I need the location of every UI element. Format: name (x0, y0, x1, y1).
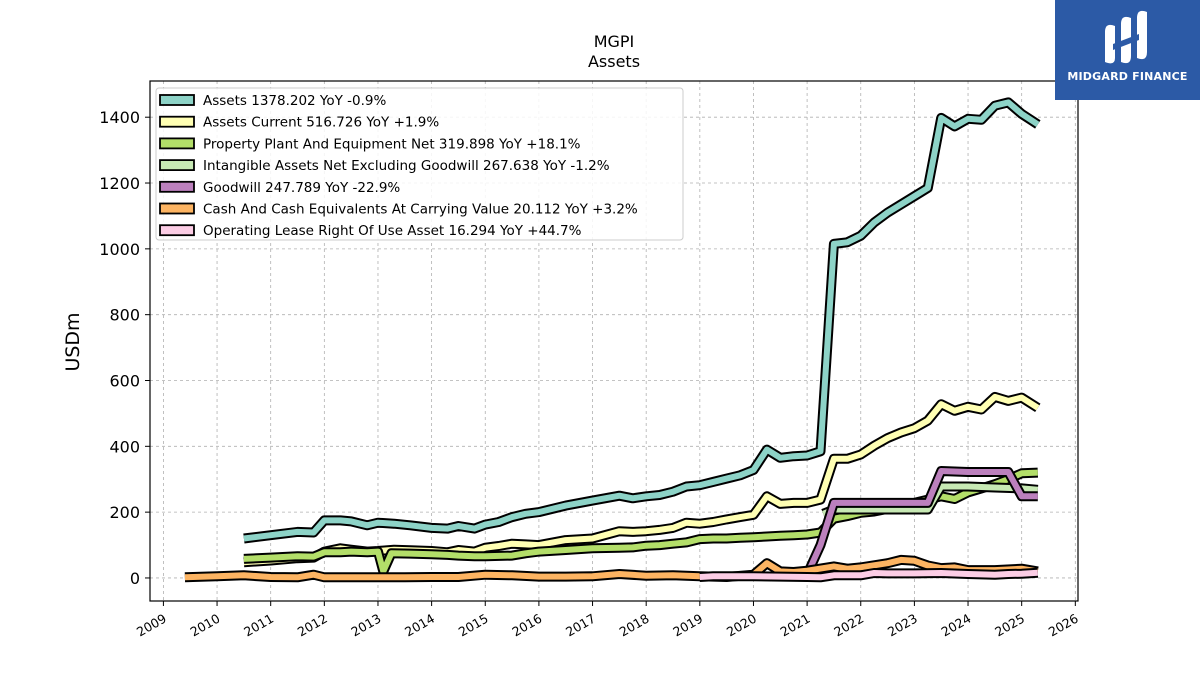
x-tick-label: 2019 (670, 611, 705, 640)
y-tick-label: 400 (109, 437, 140, 456)
x-axis: 2009 2010 2011 2012 2013 2014 2015 2016 2017 2018… (134, 601, 1081, 640)
legend-swatch (159, 94, 195, 106)
plot-frame (149, 80, 1079, 602)
x-tick-label: 2017 (563, 611, 598, 640)
x-tick-label: 2020 (724, 611, 759, 640)
series-4 (821, 481, 1039, 519)
brand-logo: MIDGARD FINANCE (1055, 0, 1200, 100)
legend-swatch (159, 224, 195, 237)
legend-entry: Assets 1378.202 YoY -0.9% (203, 93, 387, 109)
x-tick-label: 2024 (938, 611, 973, 640)
legend-entry: Intangible Assets Net Excluding Goodwill… (203, 158, 610, 174)
x-tick-label: 2013 (348, 611, 383, 640)
series-2 (243, 391, 1041, 568)
x-tick-label: 2012 (295, 611, 330, 640)
y-tick-label: 600 (109, 371, 140, 390)
legend-entry: Assets Current 516.726 YoY +1.9% (203, 115, 439, 131)
legend-swatch (159, 180, 195, 193)
y-tick-label: 1200 (99, 174, 140, 193)
y-tick-label: 200 (109, 503, 140, 522)
legend-box (155, 87, 684, 241)
brand-mark-icon (1105, 10, 1147, 64)
series-line (184, 556, 1039, 581)
legend-entry: Goodwill 247.789 YoY -22.9% (203, 180, 400, 196)
series-6 (184, 554, 1039, 583)
x-tick-label: 2014 (402, 611, 437, 640)
series-line (699, 569, 1038, 581)
series-line (822, 483, 1039, 517)
brand-name: MIDGARD FINANCE (1067, 70, 1188, 83)
series-5 (802, 466, 1038, 577)
y-tick-label: 1400 (99, 108, 140, 127)
series-line (243, 99, 1040, 542)
y-axis-label: USDm (62, 312, 84, 371)
series-lines (184, 97, 1041, 583)
legend-swatch (159, 202, 195, 215)
x-tick-label: 2023 (885, 611, 920, 640)
y-tick-label: 1000 (99, 240, 140, 259)
legend-swatch (159, 159, 195, 172)
x-tick-label: 2026 (1046, 611, 1081, 640)
series-7 (699, 567, 1039, 583)
x-tick-label: 2009 (134, 611, 169, 640)
legend-swatch (159, 115, 195, 128)
chart-title: MGPI (594, 32, 635, 51)
x-tick-label: 2011 (241, 611, 276, 640)
x-tick-label: 2022 (831, 611, 866, 640)
series-line (804, 468, 1038, 576)
series-line-outline (243, 391, 1041, 568)
series-1 (243, 97, 1041, 544)
legend-swatch (159, 137, 195, 150)
x-tick-label: 2015 (456, 611, 491, 640)
legend-entry: Cash And Cash Equivalents At Carrying Va… (203, 202, 638, 218)
x-tick-label: 2016 (509, 611, 544, 640)
y-tick-label: 0 (130, 569, 140, 588)
y-tick-label: 800 (109, 306, 140, 325)
x-tick-label: 2025 (992, 611, 1027, 640)
legend-entry: Property Plant And Equipment Net 319.898… (203, 136, 581, 152)
chart-subtitle: Assets (588, 52, 640, 71)
x-tick-label: 2021 (778, 611, 813, 640)
x-tick-label: 2010 (188, 611, 223, 640)
x-tick-label: 2018 (617, 611, 652, 640)
y-axis: 0 200 400 600 800 1000 1200 1400 (99, 108, 150, 588)
legend: Assets 1378.202 YoY -0.9% Assets Current … (155, 87, 684, 241)
legend-entry: Operating Lease Right Of Use Asset 16.29… (203, 223, 582, 239)
